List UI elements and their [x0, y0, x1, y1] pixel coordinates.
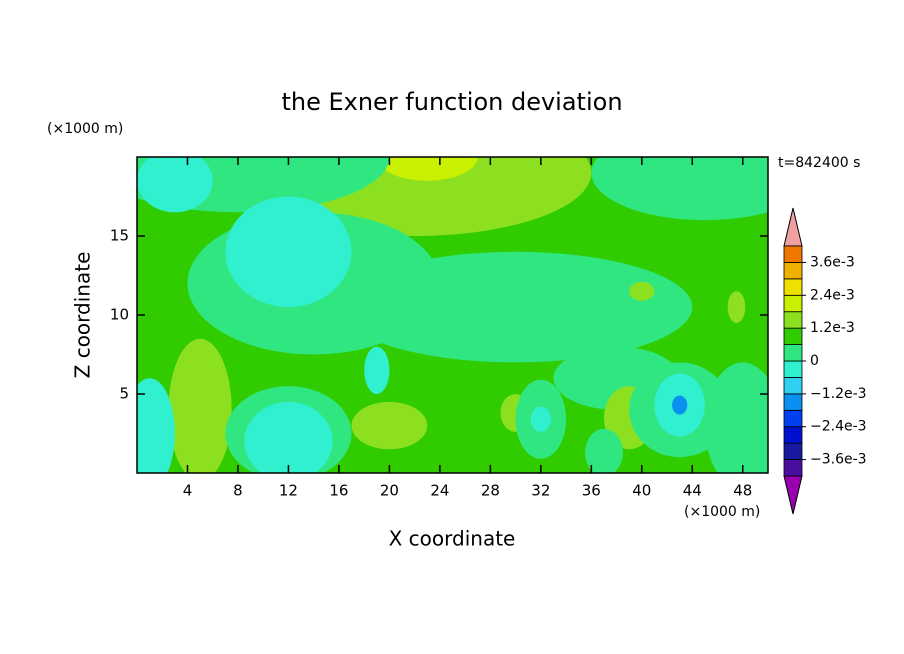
- x-tick-label: 36: [582, 482, 601, 500]
- colorbar-band: [783, 409, 803, 428]
- y-axis-label: Z coordinate: [71, 252, 95, 379]
- colorbar-band: [783, 262, 803, 280]
- colorbar-band: [783, 360, 803, 378]
- colorbar-band: [783, 393, 803, 411]
- colorbar-band: [783, 294, 803, 313]
- x-unit: (×1000 m): [684, 504, 760, 520]
- colorbar-label: −2.4e-3: [810, 419, 867, 435]
- colorbar-band: [783, 442, 803, 460]
- contour-region: [364, 346, 390, 394]
- contour-region: [351, 401, 428, 450]
- colorbar-label: −1.2e-3: [810, 386, 867, 402]
- x-tick-label: 8: [233, 482, 243, 500]
- colorbar-band: [783, 377, 803, 395]
- x-tick-label: 16: [329, 482, 348, 500]
- colorbar-band: [783, 245, 803, 263]
- colorbar-extend-top: [783, 207, 803, 247]
- colorbar-label: 1.2e-3: [810, 320, 855, 336]
- colorbar-label: 2.4e-3: [810, 287, 855, 303]
- contour-region: [591, 157, 768, 221]
- contour-region: [530, 406, 551, 432]
- contour-region: [629, 281, 655, 301]
- colorbar-label: 0: [810, 353, 819, 369]
- colorbar-band: [783, 459, 803, 477]
- colorbar-label: 3.6e-3: [810, 254, 855, 270]
- x-axis-label: X coordinate: [389, 527, 516, 551]
- contour-field: [137, 157, 768, 473]
- x-tick-label: 40: [632, 482, 651, 500]
- contour-region: [137, 157, 213, 213]
- colorbar-extend-bottom: [783, 475, 803, 515]
- colorbar-label: −3.6e-3: [810, 452, 867, 468]
- y-unit: (×1000 m): [47, 121, 123, 137]
- colorbar-band: [783, 426, 803, 444]
- x-tick-label: 32: [531, 482, 550, 500]
- x-tick-label: 48: [733, 482, 752, 500]
- y-tick-label: 10: [110, 306, 129, 324]
- colorbar-band: [783, 311, 803, 329]
- x-tick-label: 24: [430, 482, 449, 500]
- y-tick-label: 15: [110, 227, 129, 245]
- contour-region: [727, 291, 746, 323]
- x-tick-label: 4: [183, 482, 193, 500]
- x-tick-label: 20: [380, 482, 399, 500]
- time-label: t=842400 s: [778, 155, 860, 171]
- contour-region: [704, 362, 768, 473]
- y-tick-label: 5: [119, 385, 129, 403]
- colorbar-band: [783, 278, 803, 296]
- contour-region: [672, 395, 688, 415]
- contour-region: [225, 196, 352, 308]
- contour-region: [168, 338, 232, 473]
- colorbar-band: [783, 344, 803, 362]
- x-tick-label: 28: [481, 482, 500, 500]
- contour-region: [585, 428, 623, 473]
- chart-title: the Exner function deviation: [281, 88, 622, 116]
- contour-region: [137, 378, 175, 473]
- x-tick-label: 44: [683, 482, 702, 500]
- contour-region: [376, 157, 478, 181]
- contour-region: [244, 401, 333, 473]
- x-tick-label: 12: [279, 482, 298, 500]
- colorbar-band: [783, 327, 803, 345]
